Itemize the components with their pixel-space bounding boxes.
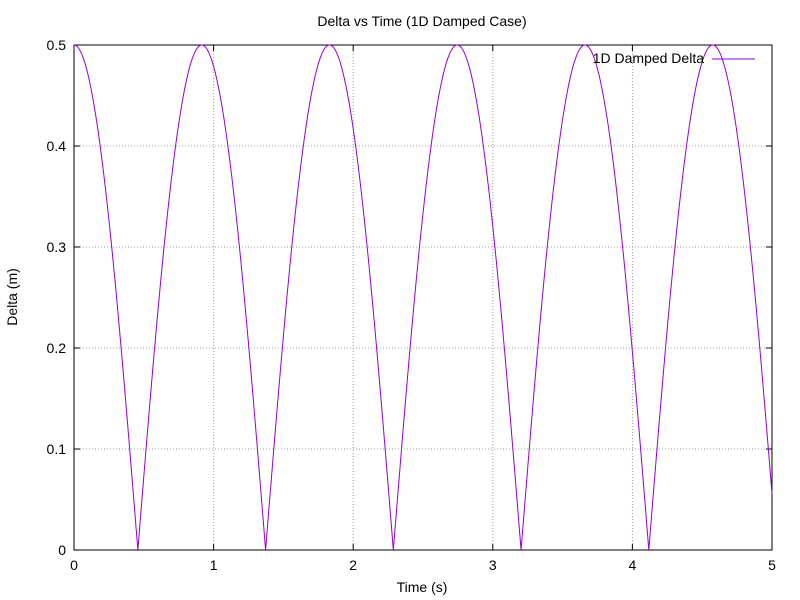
y-tick-label: 0.1 bbox=[47, 441, 67, 457]
plot-frame bbox=[73, 44, 773, 551]
y-tick-label: 0.5 bbox=[47, 37, 67, 53]
x-tick-label: 2 bbox=[349, 557, 357, 573]
chart-title: Delta vs Time (1D Damped Case) bbox=[317, 13, 526, 29]
y-tick-label: 0.4 bbox=[47, 138, 67, 154]
y-tick-label: 0.2 bbox=[47, 340, 67, 356]
x-axis-label: Time (s) bbox=[397, 579, 448, 595]
y-axis-label: Delta (m) bbox=[4, 268, 20, 326]
series-layer bbox=[73, 44, 773, 551]
x-tick-label: 0 bbox=[70, 557, 78, 573]
y-tick-label: 0 bbox=[58, 542, 66, 558]
legend-label: 1D Damped Delta bbox=[593, 50, 704, 66]
series-line bbox=[73, 44, 773, 551]
x-tick-label: 4 bbox=[629, 557, 637, 573]
x-tick-label: 5 bbox=[768, 557, 776, 573]
x-tick-label: 3 bbox=[489, 557, 497, 573]
y-tick-label: 0.3 bbox=[47, 239, 67, 255]
x-tick-label: 1 bbox=[210, 557, 218, 573]
axis-ticks: 0 1 2 3 4 5 0 0.1 0.2 0.3 0.4 0.5 bbox=[47, 37, 777, 573]
legend: 1D Damped Delta bbox=[593, 50, 755, 66]
